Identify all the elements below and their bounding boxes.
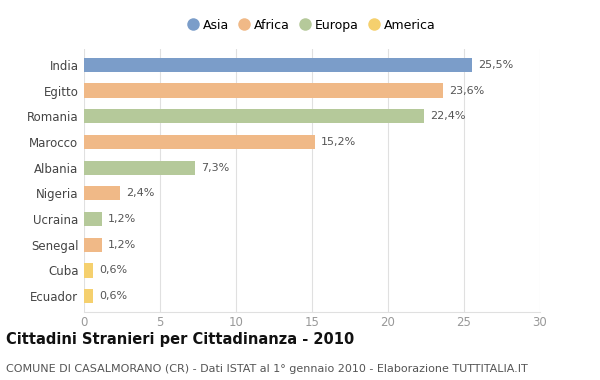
Text: 23,6%: 23,6% [449, 86, 484, 95]
Bar [84, 263, 93, 277]
Bar [84, 186, 121, 200]
Text: Cittadini Stranieri per Cittadinanza - 2010: Cittadini Stranieri per Cittadinanza - 2… [6, 332, 354, 347]
Bar [84, 238, 102, 252]
Legend: Asia, Africa, Europa, America: Asia, Africa, Europa, America [183, 14, 441, 37]
Text: 1,2%: 1,2% [109, 214, 137, 224]
Bar [84, 135, 315, 149]
Text: 0,6%: 0,6% [99, 266, 127, 276]
Text: 2,4%: 2,4% [127, 188, 155, 198]
Bar [84, 289, 93, 303]
Text: 1,2%: 1,2% [109, 240, 137, 250]
Text: COMUNE DI CASALMORANO (CR) - Dati ISTAT al 1° gennaio 2010 - Elaborazione TUTTIT: COMUNE DI CASALMORANO (CR) - Dati ISTAT … [6, 364, 528, 374]
Bar [84, 212, 102, 226]
Text: 7,3%: 7,3% [201, 163, 229, 173]
Bar [84, 84, 443, 98]
Bar [84, 161, 195, 175]
Text: 25,5%: 25,5% [478, 60, 513, 70]
Bar [84, 58, 472, 72]
Bar [84, 109, 424, 123]
Text: 15,2%: 15,2% [321, 137, 356, 147]
Text: 0,6%: 0,6% [99, 291, 127, 301]
Text: 22,4%: 22,4% [431, 111, 466, 121]
